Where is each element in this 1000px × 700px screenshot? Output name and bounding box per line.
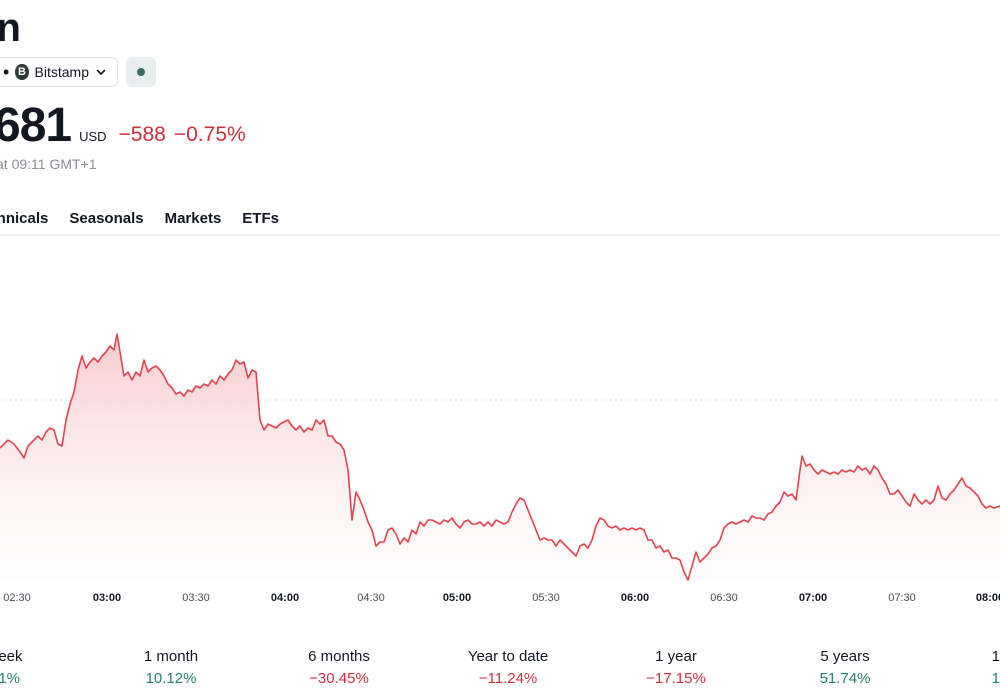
last-update-timestamp: at 09:11 GMT+1 [0,156,97,172]
time-axis-label: 07:30 [888,592,916,604]
performance-value: −17.15% [646,670,706,687]
performance-item[interactable]: 5 years 51.74% [785,648,905,687]
performance-period-label: Year to date [467,648,549,665]
performance-value: −30.45% [309,670,369,687]
tab-technicals[interactable]: echnicals [0,210,49,227]
separator-dot: • [3,62,10,82]
time-axis-label: 04:30 [357,592,385,604]
time-axis-label: 06:00 [620,592,650,604]
performance-item[interactable]: 1 month 10.12% [111,648,231,687]
performance-period-label: 6 months [308,648,370,665]
performance-period-label: week [0,648,23,665]
time-axis-label: 03:30 [182,592,210,604]
tab-etfs[interactable]: ETFs [242,210,279,227]
performance-period-label: 10 [991,648,1000,665]
price-line [0,333,1000,581]
performance-item[interactable]: week 31% [0,648,65,687]
time-axis-label: 04:00 [270,592,300,604]
performance-value: 16 [991,670,1000,687]
performance-value: 51.74% [819,670,871,687]
bitstamp-logo-icon: B [15,64,29,80]
tab-seasonals[interactable]: Seasonals [69,210,144,227]
price-change-percent: −0.75% [173,123,246,146]
performance-item[interactable]: 1 year −17.15% [616,648,736,687]
price-change: −588 [118,123,166,146]
time-axis-label: 06:30 [710,592,738,604]
market-status-button[interactable] [126,57,156,87]
price-area-fill [0,334,1000,580]
performance-item[interactable]: 6 months −30.45% [279,648,399,687]
price-chart[interactable] [0,240,1000,610]
page-title: oin [0,6,21,50]
time-axis-label: 08:00 [975,592,1000,604]
time-axis-label: 07:00 [798,592,828,604]
performance-item[interactable]: 1016 [940,648,1000,687]
performance-value: 10.12% [145,670,197,687]
time-axis-label: 03:00 [92,592,122,604]
performance-value: 31% [0,670,21,687]
price-value: 681 [0,99,72,152]
price-row: 681 USD −588 −0.75% [0,98,246,153]
exchange-name: Bitstamp [34,64,89,80]
status-dot-icon [137,68,145,76]
tab-markets[interactable]: Markets [164,210,222,227]
tab-bar: echnicals Seasonals Markets ETFs [0,210,279,227]
currency-label: USD [79,129,107,144]
chevron-down-icon [95,66,107,78]
performance-period-label: 1 year [655,648,697,665]
performance-value: −11.24% [478,670,538,687]
performance-period-label: 5 years [820,648,870,665]
time-axis-label: 05:30 [532,592,560,604]
time-axis-label: 02:30 [3,592,31,604]
tab-divider [0,234,1000,236]
time-axis-label: 05:00 [442,592,472,604]
performance-period-label: 1 month [143,648,199,665]
exchange-selector[interactable]: • B Bitstamp [0,57,118,87]
performance-item[interactable]: Year to date −11.24% [448,648,568,687]
